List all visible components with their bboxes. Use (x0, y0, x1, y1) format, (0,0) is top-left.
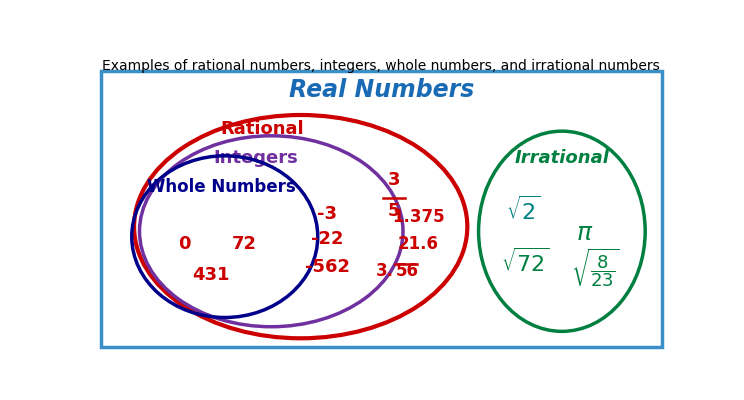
Text: 431: 431 (192, 266, 230, 284)
Text: Whole Numbers: Whole Numbers (147, 178, 295, 196)
Text: $\sqrt{72}$: $\sqrt{72}$ (501, 248, 550, 276)
Text: 5: 5 (388, 202, 400, 220)
Text: Rational: Rational (220, 120, 304, 138)
Text: Irrational: Irrational (514, 149, 609, 167)
Text: Examples of rational numbers, integers, whole numbers, and irrational numbers: Examples of rational numbers, integers, … (103, 59, 660, 73)
Text: Integers: Integers (214, 149, 298, 167)
Text: 3.: 3. (376, 262, 394, 280)
FancyBboxPatch shape (100, 71, 662, 347)
Text: 1.375: 1.375 (392, 208, 445, 226)
Text: $\sqrt{\dfrac{8}{23}}$: $\sqrt{\dfrac{8}{23}}$ (571, 246, 620, 289)
Text: 0: 0 (179, 235, 190, 253)
Text: 21.6: 21.6 (398, 235, 439, 253)
Text: -3: -3 (317, 204, 337, 222)
Text: -562: -562 (304, 258, 350, 276)
Text: -22: -22 (311, 230, 343, 248)
Text: Real Numbers: Real Numbers (289, 78, 474, 102)
Text: 56: 56 (395, 262, 418, 280)
Text: $\sqrt{2}$: $\sqrt{2}$ (506, 196, 540, 224)
Text: $\pi$: $\pi$ (577, 221, 594, 245)
Text: 3: 3 (388, 171, 400, 189)
Text: 72: 72 (231, 235, 257, 253)
